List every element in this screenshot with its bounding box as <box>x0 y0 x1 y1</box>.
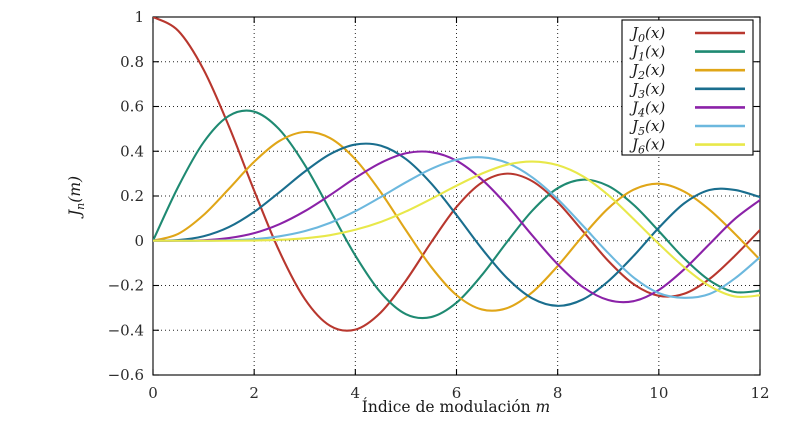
y-axis-title: Jn(m) <box>66 176 87 219</box>
svg-text:Índice de modulación m: Índice de modulación m <box>362 398 551 416</box>
x-tick-label: 4 <box>351 384 361 402</box>
legend-label: J4(x) <box>629 98 665 119</box>
x-tick-label: 8 <box>553 384 563 402</box>
svg-text:Jn(m): Jn(m) <box>66 176 87 219</box>
legend-label: J0(x) <box>629 24 665 45</box>
y-tick-label: −0.6 <box>108 366 144 384</box>
legend-label: J5(x) <box>629 117 665 138</box>
x-tick-labels: 0 2 4 6 8 10 12 <box>148 384 769 402</box>
y-tick-labels: 1 0.8 0.6 0.4 0.2 0 −0.2 −0.4 −0.6 <box>108 8 144 384</box>
x-tick-label: 0 <box>148 384 158 402</box>
curve-j5x <box>153 156 760 299</box>
y-tick-label: −0.2 <box>108 277 144 295</box>
y-tick-label: 0.6 <box>120 98 144 116</box>
legend-label: J2(x) <box>629 61 665 82</box>
legend-label: J1(x) <box>629 43 665 64</box>
curve-j6x <box>153 160 760 299</box>
y-tick-label: 1 <box>134 8 144 26</box>
legend-label: J6(x) <box>629 136 665 157</box>
legend-label: J3(x) <box>629 80 665 101</box>
curve-j0x <box>153 17 760 332</box>
curve-j1x <box>153 109 760 320</box>
x-tick-label: 6 <box>452 384 462 402</box>
x-tick-label: 2 <box>249 384 259 402</box>
curve-j3x <box>153 142 760 307</box>
y-tick-label: 0.4 <box>120 142 144 160</box>
y-tick-label: 0.8 <box>120 53 144 71</box>
plot-frame <box>152 16 761 376</box>
data-curves <box>153 17 760 332</box>
y-tick-label: 0 <box>134 232 144 250</box>
legend: J0(x)J1(x)J2(x)J3(x)J4(x)J5(x)J6(x) <box>621 19 754 157</box>
legend-items: J0(x)J1(x)J2(x)J3(x)J4(x)J5(x)J6(x) <box>629 24 745 157</box>
y-tick-label: −0.4 <box>108 321 144 339</box>
x-tick-label: 10 <box>649 384 668 402</box>
y-tick-label: 0.2 <box>120 187 144 205</box>
curve-j2x <box>153 130 760 312</box>
x-tick-label: 12 <box>750 384 769 402</box>
x-axis-title: Índice de modulación m <box>362 398 551 416</box>
